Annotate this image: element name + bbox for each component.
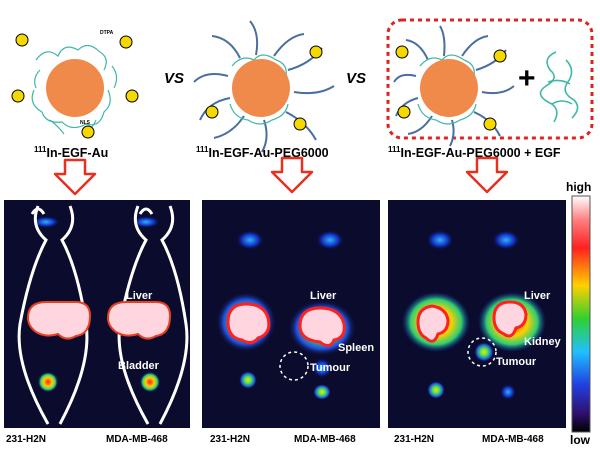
isotope-superscript-1: 111 (34, 145, 47, 154)
radioactive-icon (15, 33, 29, 47)
organ-liver-1: Liver (126, 290, 153, 302)
vs-label-2: VS (346, 70, 367, 87)
radioactive-icon (119, 35, 133, 49)
organ-liver-3: Liver (524, 290, 551, 302)
radioactive-icon (81, 125, 95, 139)
scale-high-label: high (566, 180, 592, 194)
radioactive-icon (309, 45, 323, 59)
radioactive-icon (11, 89, 25, 103)
gold-core-2 (232, 59, 290, 117)
arrows (53, 156, 509, 196)
organ-tumour-3: Tumour (496, 356, 537, 368)
tumour-marker-3 (467, 337, 497, 367)
group-name-1: In-EGF-Au (46, 146, 109, 161)
mouse-outlines (17, 205, 189, 425)
scan-panel-2 (202, 200, 380, 428)
plus-sign: + (518, 62, 536, 95)
liver-right-2 (298, 306, 346, 347)
isotope-superscript-3: 111 (388, 145, 401, 154)
liver-left-1 (26, 301, 92, 340)
free-egf-protein (539, 51, 579, 123)
radioactive-icon (293, 117, 307, 131)
organ-tumour-2: Tumour (310, 362, 351, 374)
radioactive-icons (11, 33, 507, 139)
particle-egf-au (31, 44, 118, 135)
down-arrow-1 (53, 158, 97, 196)
particle-egf-au-peg (193, 20, 335, 153)
gold-core-3 (420, 59, 478, 117)
organ-bladder-1: Bladder (118, 360, 159, 372)
protein-shell (31, 44, 118, 135)
radioactive-icon (125, 89, 139, 103)
mouse-label-p3-left: 231-H2N (394, 434, 435, 445)
color-scale-bar (571, 195, 591, 433)
mouse-label-p3-right: MDA-MB-468 (482, 434, 544, 445)
liver-right-3 (492, 300, 528, 338)
scan-panel-1 (4, 200, 190, 428)
group-name-2: In-EGF-Au-PEG6000 (208, 146, 329, 161)
liver-left-3 (416, 304, 450, 343)
liver-right-1 (106, 301, 172, 340)
peg-chains (193, 20, 335, 153)
down-arrow-2 (270, 156, 314, 194)
dashed-box (386, 18, 594, 140)
protein-shell-2 (229, 54, 289, 125)
vs-label-1: VS (164, 70, 185, 87)
mouse-label-p1-right: MDA-MB-468 (106, 434, 168, 445)
group-label-3: 111In-EGF-Au-PEG6000 + EGF (388, 145, 561, 160)
radioactive-icon (395, 45, 409, 59)
radioactive-icon (493, 49, 507, 63)
mouse-label-p1-left: 231-H2N (6, 434, 47, 445)
radioactive-icon (397, 105, 411, 119)
radioactive-icon (205, 105, 219, 119)
particle-egf-au-peg-blocked (393, 25, 515, 147)
down-arrow-3 (465, 156, 509, 194)
molecule-label-dtpa: DTPA (100, 30, 114, 36)
group-label-2: 111In-EGF-Au-PEG6000 (196, 145, 329, 160)
group-name-3: In-EGF-Au-PEG6000 + EGF (400, 146, 561, 161)
liver-left-2 (226, 302, 271, 345)
isotope-superscript-2: 111 (196, 145, 209, 154)
gold-core (46, 59, 104, 117)
group-label-1: 111In-EGF-Au (34, 145, 108, 160)
radioactive-icon (483, 117, 497, 131)
molecule-label-nls: NLS (80, 120, 90, 126)
organ-liver-2: Liver (310, 290, 337, 302)
mouse-label-p2-left: 231-H2N (210, 434, 251, 445)
mouse-label-p2-right: MDA-MB-468 (294, 434, 356, 445)
organ-spleen-2: Spleen (338, 342, 375, 354)
organ-kidney-3: Kidney (524, 336, 561, 348)
scale-low-label: low (570, 433, 590, 447)
protein-shell-3 (417, 54, 477, 125)
scan-panel-3 (388, 200, 566, 428)
tumour-marker (279, 351, 309, 381)
